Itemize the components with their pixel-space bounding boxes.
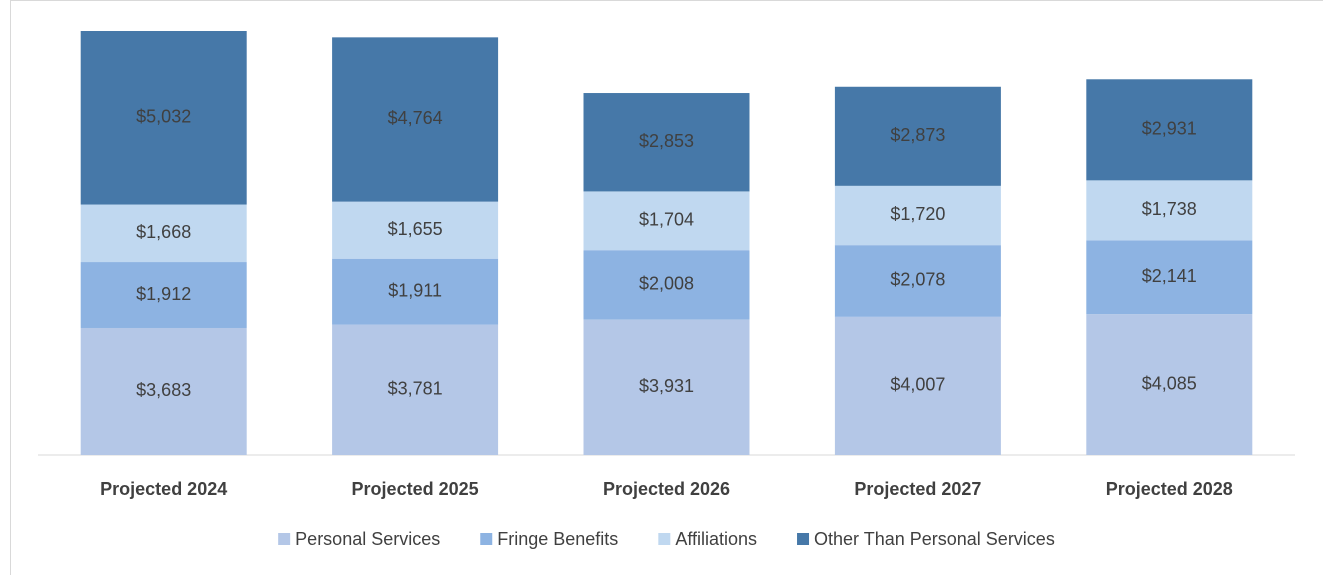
bar-segment bbox=[583, 250, 750, 320]
x-tick-label: Projected 2028 bbox=[1106, 479, 1233, 499]
bar-segment bbox=[583, 93, 750, 192]
bar-segment bbox=[1086, 79, 1253, 181]
x-tick-label: Projected 2026 bbox=[603, 479, 730, 499]
value-label: $2,931 bbox=[1142, 119, 1197, 139]
bar-segment bbox=[834, 185, 1001, 246]
value-label: $1,912 bbox=[136, 284, 191, 304]
value-label: $1,704 bbox=[639, 210, 694, 230]
legend-swatch bbox=[797, 533, 810, 545]
bar-segment bbox=[1086, 240, 1253, 315]
legend-label: Other Than Personal Services bbox=[814, 529, 1055, 549]
value-label: $4,764 bbox=[388, 108, 443, 128]
chart-frame bbox=[10, 0, 1323, 575]
bar-segment bbox=[80, 204, 247, 263]
legend-label: Affiliations bbox=[675, 529, 757, 549]
value-label: $3,931 bbox=[639, 376, 694, 396]
bar-segment bbox=[80, 262, 247, 328]
value-label: $2,008 bbox=[639, 274, 694, 294]
legend-swatch bbox=[480, 533, 493, 545]
value-label: $3,683 bbox=[136, 380, 191, 400]
bar-segment bbox=[1086, 180, 1253, 241]
x-tick-label: Projected 2024 bbox=[100, 479, 227, 499]
bar-segment bbox=[80, 327, 247, 455]
bar-segment bbox=[332, 324, 499, 455]
bar-segment bbox=[332, 201, 499, 259]
value-label: $1,655 bbox=[388, 219, 443, 239]
bar-segment bbox=[80, 31, 247, 205]
value-label: $5,032 bbox=[136, 107, 191, 127]
bar-segment bbox=[834, 316, 1001, 455]
value-label: $2,141 bbox=[1142, 266, 1197, 286]
value-label: $2,853 bbox=[639, 131, 694, 151]
value-label: $4,085 bbox=[1142, 373, 1197, 393]
value-label: $4,007 bbox=[890, 375, 945, 395]
legend-swatch bbox=[278, 533, 291, 545]
x-tick-label: Projected 2027 bbox=[854, 479, 981, 499]
bar-segment bbox=[332, 37, 499, 202]
bar-segment bbox=[583, 319, 750, 455]
value-label: $3,781 bbox=[388, 379, 443, 399]
bar-segment bbox=[583, 191, 750, 251]
value-label: $2,078 bbox=[890, 270, 945, 290]
legend-label: Fringe Benefits bbox=[497, 529, 618, 549]
bar-segment bbox=[834, 86, 1001, 186]
value-label: $1,668 bbox=[136, 222, 191, 242]
value-label: $1,720 bbox=[890, 204, 945, 224]
value-label: $2,873 bbox=[890, 125, 945, 145]
value-label: $1,911 bbox=[388, 280, 442, 300]
x-tick-label: Projected 2025 bbox=[352, 479, 479, 499]
legend-swatch bbox=[658, 533, 671, 545]
legend-label: Personal Services bbox=[295, 529, 440, 549]
value-label: $1,738 bbox=[1142, 199, 1197, 219]
bar-segment bbox=[834, 245, 1001, 317]
bar-segment bbox=[332, 258, 499, 325]
bar-segment bbox=[1086, 314, 1253, 455]
